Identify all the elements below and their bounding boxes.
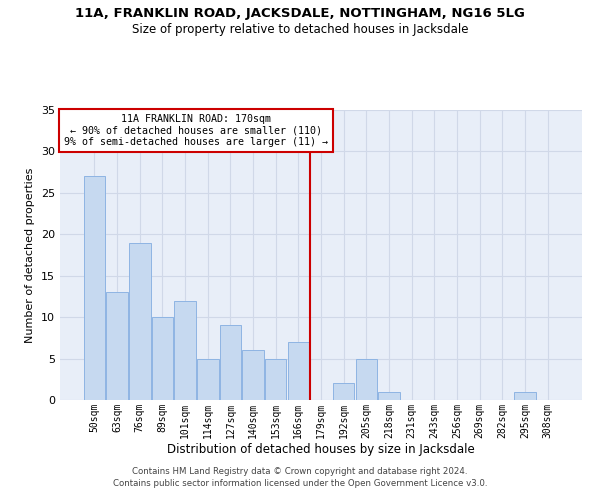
Bar (242, 350, 264, 400)
Text: 11A FRANKLIN ROAD: 170sqm
← 90% of detached houses are smaller (110)
9% of semi-: 11A FRANKLIN ROAD: 170sqm ← 90% of detac… (64, 114, 328, 148)
Bar (175, 300, 196, 400)
Text: 11A, FRANKLIN ROAD, JACKSDALE, NOTTINGHAM, NG16 5LG: 11A, FRANKLIN ROAD, JACKSDALE, NOTTINGHA… (75, 8, 525, 20)
Bar (265, 358, 286, 400)
Bar (197, 358, 218, 400)
Y-axis label: Number of detached properties: Number of detached properties (25, 168, 35, 342)
Bar (152, 317, 173, 400)
Bar (220, 326, 241, 400)
Bar (514, 392, 536, 400)
Bar (106, 292, 128, 400)
Text: Contains HM Land Registry data © Crown copyright and database right 2024.: Contains HM Land Registry data © Crown c… (132, 468, 468, 476)
Bar (333, 384, 355, 400)
Bar (84, 176, 105, 400)
Bar (356, 358, 377, 400)
Text: Contains public sector information licensed under the Open Government Licence v3: Contains public sector information licen… (113, 479, 487, 488)
Bar (129, 242, 151, 400)
Bar (287, 342, 309, 400)
Bar (378, 392, 400, 400)
Text: Size of property relative to detached houses in Jacksdale: Size of property relative to detached ho… (132, 22, 468, 36)
Text: Distribution of detached houses by size in Jacksdale: Distribution of detached houses by size … (167, 442, 475, 456)
